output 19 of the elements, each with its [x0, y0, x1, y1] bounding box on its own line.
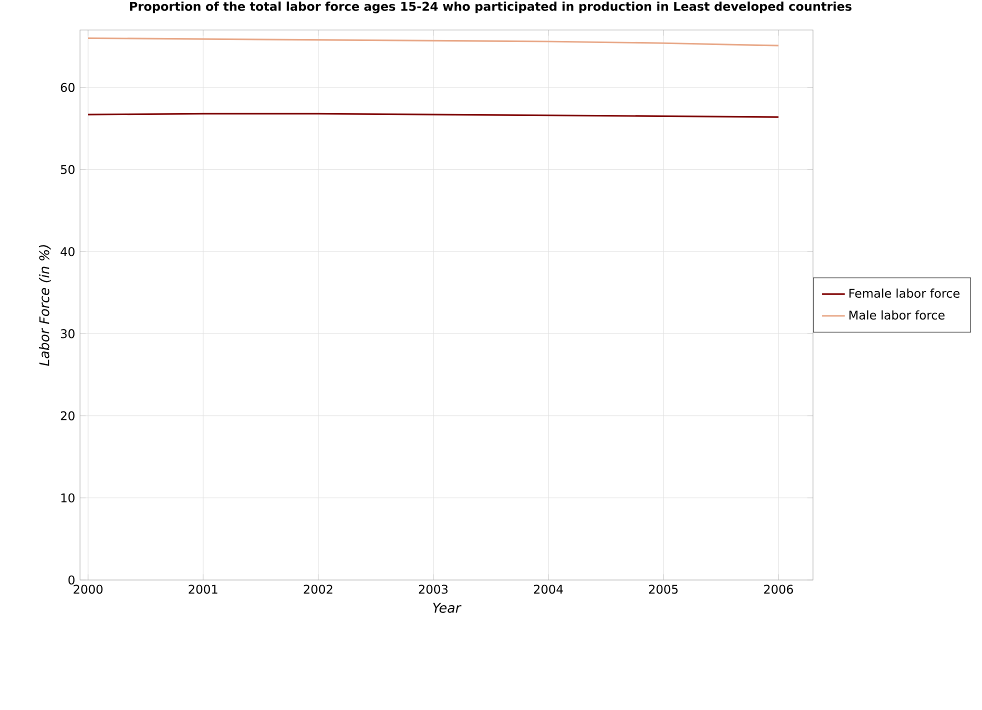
y-tick-label: 60	[60, 82, 74, 92]
x-tick-label: 2002	[304, 584, 332, 594]
x-tick-label: 2006	[764, 584, 793, 594]
x-tick-label: 2004	[534, 584, 563, 594]
x-tick-label: 2005	[649, 584, 678, 594]
y-tick-label: 0	[68, 575, 74, 585]
x-tick-label: 2001	[188, 584, 218, 594]
y-tick-label: 50	[60, 165, 74, 174]
y-tick-label: 10	[61, 493, 74, 502]
legend-label: Male labor force	[849, 310, 945, 320]
x-tick-label: 2003	[418, 584, 448, 594]
x-axis-title: Year	[433, 602, 462, 613]
x-tick-label: 2000	[74, 584, 103, 594]
y-tick-label: 30	[60, 329, 74, 338]
y-axis-title: Labor Force (in %)	[38, 245, 51, 366]
legend-label: Female labor force	[849, 288, 960, 298]
y-tick-label: 20	[60, 411, 74, 420]
chart-title: Proportion of the total labor force ages 15-24 who participated in production in Least developed countries	[130, 2, 852, 14]
y-tick-label: 40	[60, 247, 74, 256]
